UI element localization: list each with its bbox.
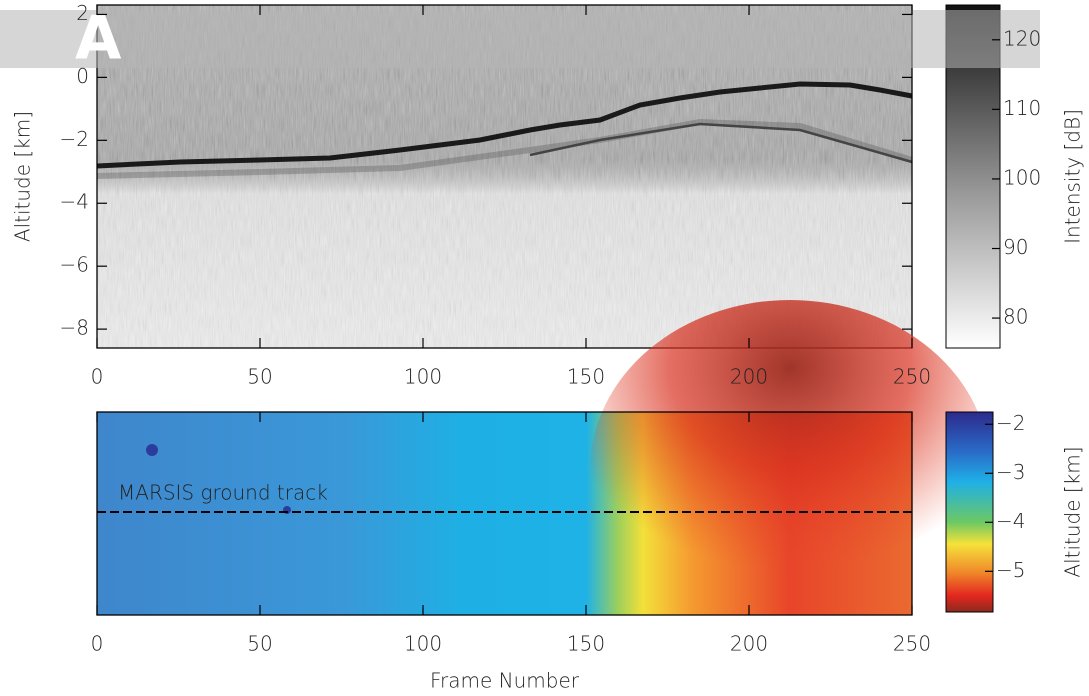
colorbar-tick-label: 100 <box>1003 165 1041 189</box>
colorbar-tick-label: 120 <box>1003 26 1041 50</box>
x-tick-label: 100 <box>404 632 442 656</box>
x-tick-label: 200 <box>730 365 768 389</box>
plot-frame <box>96 411 913 616</box>
x-tick-label: 0 <box>91 365 104 389</box>
colorbar-tick-label: 80 <box>1003 305 1028 329</box>
y-tick-label: −2 <box>60 127 89 151</box>
x-tick-label: 150 <box>567 365 605 389</box>
x-tick-label: 50 <box>247 365 272 389</box>
banner-text: A <box>75 4 122 74</box>
y-tick-label: −8 <box>60 316 89 340</box>
colorbar-tick-label: −3 <box>996 460 1025 484</box>
y-tick-label: 0 <box>76 64 89 88</box>
colorbar-tick-label: −4 <box>996 509 1025 533</box>
y-axis-label: Altitude [km] <box>11 111 35 242</box>
x-tick-label: 150 <box>567 632 605 656</box>
x-tick-label: 250 <box>893 365 931 389</box>
annotation: MARSIS ground track <box>118 481 328 505</box>
colorbar-tick-label: 110 <box>1003 96 1041 120</box>
colorbar-tick-label: −5 <box>996 558 1025 582</box>
colorbar-label: Altitude [km] <box>1061 446 1085 577</box>
x-tick-label: 200 <box>730 632 768 656</box>
colorbar-tick-label: −2 <box>996 411 1025 435</box>
colorbar-label: Intensity [dB] <box>1061 109 1085 244</box>
colorbar <box>945 411 994 613</box>
y-tick-label: −4 <box>60 190 89 214</box>
x-tick-label: 100 <box>404 365 442 389</box>
x-tick-label: 0 <box>91 632 104 656</box>
x-axis-label: Frame Number <box>430 669 580 693</box>
x-tick-label: 50 <box>247 632 272 656</box>
x-tick-label: 250 <box>893 632 931 656</box>
topography-map <box>97 300 990 640</box>
banner <box>0 10 1040 68</box>
plot-frame <box>96 4 913 349</box>
y-tick-label: 2 <box>76 1 89 25</box>
colorbar-tick-label: 90 <box>1003 235 1028 259</box>
y-tick-label: −6 <box>60 253 89 277</box>
